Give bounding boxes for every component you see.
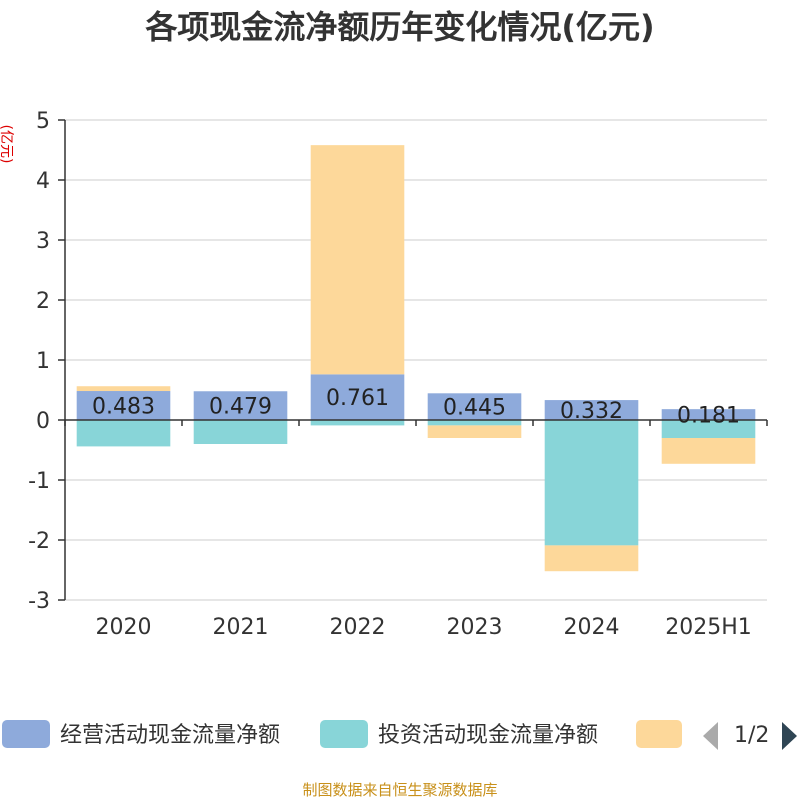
bar-segment <box>427 420 522 426</box>
x-tick-label: 2021 <box>213 615 269 640</box>
bar-segment <box>310 420 405 426</box>
source-note: 制图数据来自恒生聚源数据库 <box>302 781 497 799</box>
legend-next-page-icon[interactable] <box>782 722 797 750</box>
bar-data-label: 0.332 <box>560 399 623 424</box>
bar-segment <box>427 425 522 438</box>
bar-segment <box>193 420 288 444</box>
bar-segment <box>544 420 639 546</box>
y-tick-label: -1 <box>28 469 50 494</box>
legend-label-operating[interactable]: 经营活动现金流量净额 <box>60 723 280 748</box>
bars <box>76 145 756 572</box>
y-tick-label: 1 <box>36 349 50 374</box>
y-axis-unit: (亿元) <box>0 125 14 164</box>
y-tick-label: -2 <box>28 529 50 554</box>
legend: 经营活动现金流量净额 投资活动现金流量净额 1/2 <box>2 720 797 750</box>
bar-segment <box>661 438 756 464</box>
bar-data-label: 0.445 <box>443 396 506 421</box>
chart-title: 各项现金流净额历年变化情况(亿元) <box>145 8 654 46</box>
bar-segment <box>544 400 639 420</box>
bar-segment <box>193 391 288 420</box>
bar-segment <box>76 420 171 447</box>
bar-segment <box>310 374 405 420</box>
data-labels: 0.483 0.479 0.761 0.445 0.332 0.181 <box>92 386 740 428</box>
bar-segment <box>427 393 522 420</box>
bar-data-label: 0.181 <box>677 404 740 429</box>
bar-segment <box>310 145 405 375</box>
y-tick-label: 4 <box>36 169 50 194</box>
y-tick-label: 2 <box>36 289 50 314</box>
bar-segment <box>661 409 756 420</box>
x-tick-label: 2025H1 <box>665 615 752 640</box>
x-tick-label: 2023 <box>447 615 503 640</box>
y-tick-label: 5 <box>36 109 50 134</box>
bar-segment <box>544 545 639 572</box>
legend-swatch-investing[interactable] <box>320 720 368 748</box>
legend-swatch-operating[interactable] <box>2 720 50 748</box>
bar-segment <box>76 391 171 420</box>
x-tick-label: 2024 <box>564 615 620 640</box>
y-tick-label: 3 <box>36 229 50 254</box>
x-tick-label: 2020 <box>96 615 152 640</box>
axes: 5 4 3 2 1 0 -1 -2 -3 2020 2021 2022 2023 2024 2025H1 <box>28 109 768 640</box>
legend-page-indicator: 1/2 <box>734 723 769 748</box>
bar-segment <box>76 386 171 392</box>
x-tick-label: 2022 <box>330 615 386 640</box>
bar-data-label: 0.479 <box>209 395 272 420</box>
grid-lines <box>65 119 767 601</box>
bar-segment <box>661 420 756 438</box>
y-tick-label: 0 <box>36 409 50 434</box>
legend-label-investing[interactable]: 投资活动现金流量净额 <box>378 723 598 748</box>
bar-data-label: 0.761 <box>326 386 389 411</box>
bar-data-label: 0.483 <box>92 395 155 420</box>
legend-prev-page-icon[interactable] <box>703 722 718 750</box>
legend-swatch-financing[interactable] <box>636 720 682 748</box>
y-tick-label: -3 <box>28 589 50 614</box>
